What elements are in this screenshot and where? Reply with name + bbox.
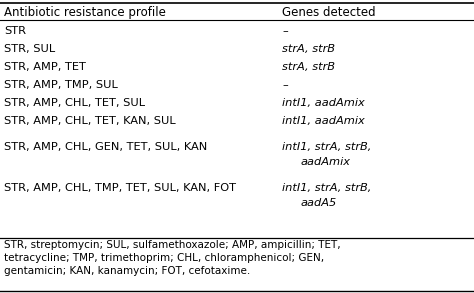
Text: STR, AMP, CHL, TET, SUL: STR, AMP, CHL, TET, SUL (4, 98, 145, 108)
Text: intI1, strA, strB,: intI1, strA, strB, (282, 183, 372, 193)
Text: STR, streptomycin; SUL, sulfamethoxazole; AMP, ampicillin; TET,: STR, streptomycin; SUL, sulfamethoxazole… (4, 240, 341, 250)
Text: gentamicin; KAN, kanamycin; FOT, cefotaxime.: gentamicin; KAN, kanamycin; FOT, cefotax… (4, 266, 250, 276)
Text: STR, AMP, TET: STR, AMP, TET (4, 62, 86, 72)
Text: –: – (282, 80, 288, 90)
Text: STR, AMP, CHL, GEN, TET, SUL, KAN: STR, AMP, CHL, GEN, TET, SUL, KAN (4, 142, 207, 152)
Text: STR: STR (4, 26, 26, 36)
Text: Antibiotic resistance profile: Antibiotic resistance profile (4, 6, 166, 19)
Text: STR, AMP, CHL, TET, KAN, SUL: STR, AMP, CHL, TET, KAN, SUL (4, 116, 176, 126)
Text: aadA5: aadA5 (301, 198, 337, 208)
Text: STR, AMP, CHL, TMP, TET, SUL, KAN, FOT: STR, AMP, CHL, TMP, TET, SUL, KAN, FOT (4, 183, 236, 193)
Text: intI1, strA, strB,: intI1, strA, strB, (282, 142, 372, 152)
Text: strA, strB: strA, strB (282, 62, 335, 72)
Text: aadAmix: aadAmix (301, 157, 351, 167)
Text: Genes detected: Genes detected (282, 6, 376, 19)
Text: strA, strB: strA, strB (282, 44, 335, 54)
Text: STR, SUL: STR, SUL (4, 44, 55, 54)
Text: STR, AMP, TMP, SUL: STR, AMP, TMP, SUL (4, 80, 118, 90)
Text: intI1, aadAmix: intI1, aadAmix (282, 116, 365, 126)
Text: –: – (282, 26, 288, 36)
Text: tetracycline; TMP, trimethoprim; CHL, chloramphenicol; GEN,: tetracycline; TMP, trimethoprim; CHL, ch… (4, 253, 324, 263)
Text: intI1, aadAmix: intI1, aadAmix (282, 98, 365, 108)
